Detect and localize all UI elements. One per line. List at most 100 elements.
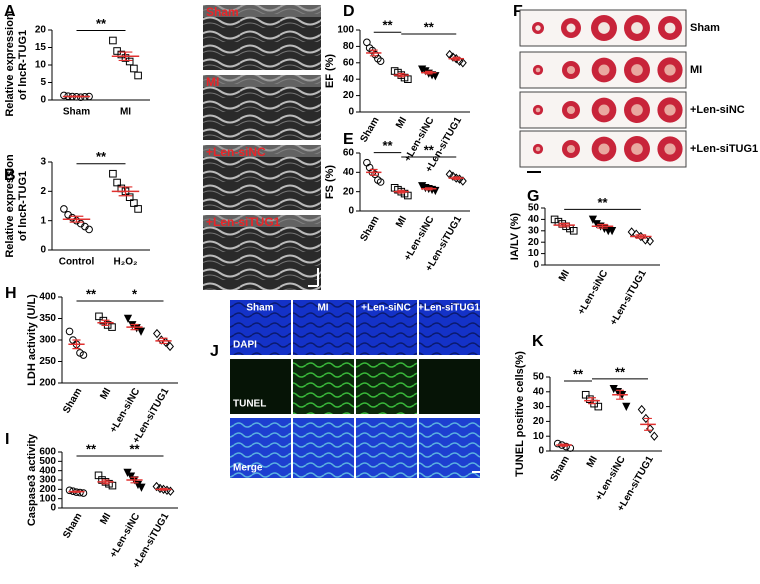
error-bar <box>452 176 461 180</box>
y-tick-label: 100 <box>337 25 354 36</box>
x-tick-label: Control <box>59 257 95 268</box>
heart-panel: F Sham MI +Len-siNC +Len-siTUG1 <box>513 3 758 173</box>
x-tick-label: Sham <box>549 454 572 483</box>
heart-core <box>598 64 610 76</box>
tunel-image <box>356 418 417 478</box>
tunel-image <box>356 359 417 414</box>
data-point <box>85 225 93 234</box>
significance-label: * <box>132 286 138 301</box>
data-point <box>79 351 88 359</box>
data-point <box>109 169 117 178</box>
column-label: +Len-siTUG1 <box>418 303 480 314</box>
y-tick-label: 40 <box>343 167 355 178</box>
panel-letter: I <box>5 431 9 448</box>
significance-label: ** <box>573 366 584 381</box>
y-tick-label: 400 <box>39 292 56 303</box>
data-point <box>637 404 646 415</box>
y-tick-label: 20 <box>343 186 355 197</box>
heart-core <box>631 64 643 76</box>
y-tick-label: 350 <box>39 313 56 324</box>
echo-label: Sham <box>206 5 239 19</box>
data-point <box>650 431 659 441</box>
y-tick-label: 500 <box>39 456 56 467</box>
error-bar <box>130 323 139 331</box>
error-bar <box>159 337 168 345</box>
tunel-panel: J Sham MI +Len-siNC +Len-siTUG1 DAPI TUNEL Mer… <box>210 300 480 478</box>
echo-label: +Len-siTUG1 <box>206 215 281 229</box>
y-tick-label: 50 <box>528 203 540 214</box>
error-bar <box>644 417 652 431</box>
error-bar <box>118 51 133 62</box>
echo-image <box>203 215 321 290</box>
heart-core <box>566 144 576 154</box>
y-tick-label: 15 <box>35 42 47 53</box>
data-point <box>125 193 134 201</box>
data-point <box>622 402 631 412</box>
y-tick-label: 30 <box>528 225 540 236</box>
error-bar <box>452 56 461 61</box>
panel-letter: H <box>5 285 17 302</box>
tunel-image <box>293 418 354 478</box>
column-label: +Len-siNC <box>361 303 411 314</box>
error-bar <box>72 339 81 350</box>
echo-band <box>203 75 321 87</box>
error-bar <box>424 187 433 191</box>
error-bar <box>69 95 84 98</box>
data-point <box>376 178 385 186</box>
panel-letter: F <box>513 3 523 20</box>
data-point <box>445 169 454 179</box>
y-tick-label: 20 <box>343 90 355 101</box>
heart-core <box>631 143 643 155</box>
error-bar <box>635 234 647 239</box>
panel-letter: B <box>4 167 16 184</box>
error-bar <box>69 215 84 223</box>
column-label: Sham <box>246 303 273 314</box>
row-label: Merge <box>233 463 263 474</box>
y-axis-label: Relative expression <box>4 154 16 258</box>
data-point <box>153 328 161 339</box>
data-point <box>581 390 590 399</box>
y-tick-label: 0 <box>50 503 56 514</box>
data-point <box>569 227 578 235</box>
data-point <box>586 395 594 403</box>
heart-label: +Len-siTUG1 <box>690 143 758 155</box>
echo-band <box>203 215 321 227</box>
data-point <box>550 215 559 224</box>
error-bar <box>118 186 133 197</box>
x-tick-label: Sham <box>61 386 84 415</box>
y-tick-label: 300 <box>39 335 56 346</box>
data-point <box>646 236 654 246</box>
data-point <box>166 341 174 352</box>
data-point <box>553 439 562 448</box>
y-tick-label: 200 <box>39 484 56 495</box>
heart-core <box>566 65 576 75</box>
y-tick-label: 50 <box>533 372 545 383</box>
significance-label: ** <box>615 364 626 379</box>
data-point <box>130 64 138 73</box>
significance-label: ** <box>96 16 107 31</box>
error-bar <box>424 70 433 75</box>
panel-letter: E <box>343 131 354 148</box>
data-point <box>95 312 103 321</box>
significance-label: ** <box>382 18 393 33</box>
heart-core <box>535 67 541 73</box>
data-point <box>125 57 134 66</box>
y-tick-label: 10 <box>528 248 540 259</box>
y-tick-label: 0 <box>538 446 544 457</box>
significance-label: ** <box>597 195 608 210</box>
y-tick-label: 60 <box>343 57 355 68</box>
y-tick-label: 400 <box>39 465 56 476</box>
tunel-image <box>356 300 417 355</box>
data-point <box>79 489 88 497</box>
data-point <box>137 483 146 492</box>
y-tick-label: 40 <box>533 386 545 397</box>
significance-label: ** <box>129 441 140 456</box>
error-bar <box>101 319 110 326</box>
significance-label: ** <box>86 286 97 301</box>
significance-label: ** <box>382 138 393 153</box>
y-tick-label: 100 <box>39 493 56 504</box>
heart-core <box>598 143 610 155</box>
y-axis-label: EF (%) <box>324 54 336 89</box>
x-tick-label: MI <box>394 115 409 130</box>
